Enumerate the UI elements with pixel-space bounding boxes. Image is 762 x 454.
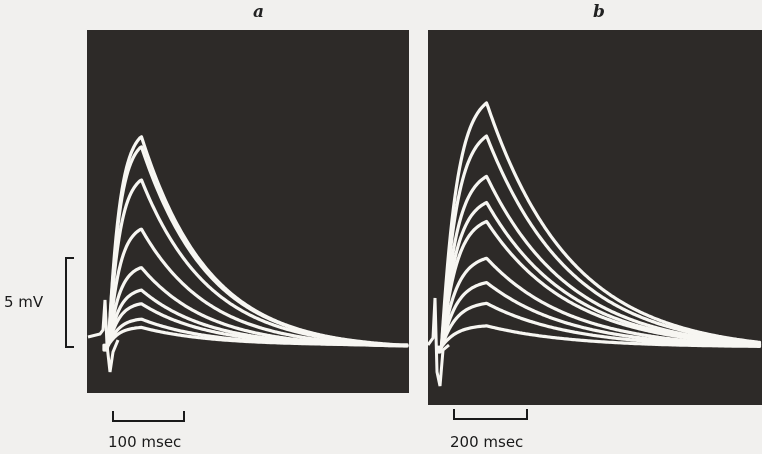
time-scale-bar-b (453, 409, 528, 420)
panel-a-traces (102, 135, 409, 352)
panel-a-label: a (253, 2, 265, 22)
voltage-scale-bar (65, 257, 74, 348)
trace-b-5 (435, 219, 762, 352)
trace-a-9 (102, 325, 409, 347)
stimulus-artifact-a (87, 299, 120, 373)
trace-b-9 (435, 324, 762, 349)
stimulus-artifact-b (426, 297, 450, 387)
trace-b-1 (435, 101, 762, 354)
time-scale-label-b: 200 msec (450, 433, 524, 451)
time-scale-bar-a (112, 411, 185, 422)
stimulus-artifacts (87, 297, 450, 387)
trace-b-2 (435, 134, 762, 353)
panel-b-screen (428, 30, 762, 405)
time-scale-label-a: 100 msec (108, 433, 182, 451)
voltage-scale-label: 5 mV (4, 293, 44, 311)
panel-b-label: b (593, 2, 605, 22)
panel-b-traces (435, 101, 762, 354)
